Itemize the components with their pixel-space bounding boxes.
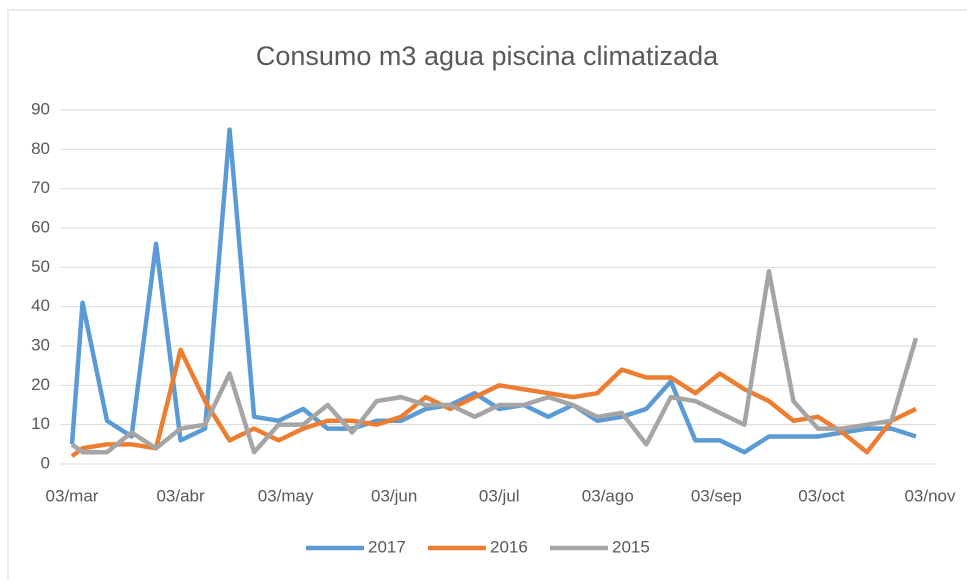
chart-frame	[7, 9, 967, 586]
x-tick-label: 03/jul	[479, 486, 520, 505]
y-tick-label: 90	[31, 99, 50, 118]
x-tick-label: 03/jun	[371, 486, 417, 505]
y-tick-label: 70	[31, 178, 50, 197]
y-tick-label: 80	[31, 139, 50, 158]
y-tick-label: 30	[31, 335, 50, 354]
x-tick-label: 03/may	[258, 486, 314, 505]
x-tick-label: 03/sep	[691, 486, 742, 505]
series-line	[70, 347, 917, 458]
legend-label: 2015	[612, 537, 650, 556]
y-tick-label: 50	[31, 257, 50, 276]
legend-label: 2016	[490, 537, 528, 556]
y-tick-label: 10	[31, 414, 50, 433]
y-tick-label: 20	[31, 375, 50, 394]
series-line	[70, 269, 919, 455]
x-tick-label: 03/nov	[904, 486, 956, 505]
x-tick-label: 03/abr	[156, 486, 205, 505]
y-tick-label: 0	[41, 453, 50, 472]
chart-title: Consumo m3 agua piscina climatizada	[256, 41, 719, 71]
legend-label: 2017	[368, 537, 406, 556]
y-tick-label: 60	[31, 217, 50, 236]
y-tick-label: 40	[31, 296, 50, 315]
x-tick-label: 03/oct	[798, 486, 845, 505]
x-tick-label: 03/ago	[582, 486, 634, 505]
x-tick-label: 03/mar	[46, 486, 99, 505]
series-line	[69, 127, 917, 455]
